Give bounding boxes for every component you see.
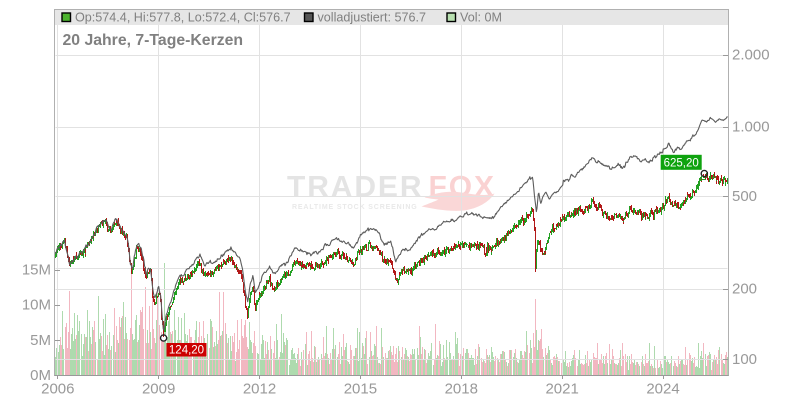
svg-text:15M: 15M — [22, 262, 51, 279]
svg-text:2012: 2012 — [243, 381, 276, 398]
svg-text:2006: 2006 — [41, 381, 74, 398]
svg-text:2024: 2024 — [646, 381, 679, 398]
svg-text:TRADER: TRADER — [287, 171, 423, 204]
svg-text:Op:574.4, Hi:577.8, Lo:572.4,: Op:574.4, Hi:577.8, Lo:572.4, Cl:576.7 — [75, 11, 291, 25]
svg-text:625,20: 625,20 — [664, 157, 699, 169]
svg-text:1.000: 1.000 — [732, 119, 770, 136]
svg-text:20 Jahre, 7-Tage-Kerzen: 20 Jahre, 7-Tage-Kerzen — [63, 32, 244, 49]
svg-text:2009: 2009 — [142, 381, 175, 398]
svg-text:0M: 0M — [30, 367, 51, 384]
svg-text:Vol: 0M: Vol: 0M — [460, 11, 502, 25]
svg-text:5M: 5M — [30, 332, 51, 349]
svg-text:500: 500 — [732, 188, 757, 205]
svg-text:2021: 2021 — [545, 381, 578, 398]
svg-text:100: 100 — [732, 351, 757, 368]
svg-text:200: 200 — [732, 281, 757, 298]
svg-text:volladjustiert: 576.7: volladjustiert: 576.7 — [318, 11, 427, 25]
svg-text:2.000: 2.000 — [732, 47, 770, 64]
svg-text:124,20: 124,20 — [169, 345, 204, 357]
svg-text:2015: 2015 — [344, 381, 377, 398]
svg-text:10M: 10M — [22, 297, 51, 314]
svg-text:REALTIME STOCK SCREENING: REALTIME STOCK SCREENING — [292, 204, 418, 211]
svg-text:2018: 2018 — [445, 381, 478, 398]
